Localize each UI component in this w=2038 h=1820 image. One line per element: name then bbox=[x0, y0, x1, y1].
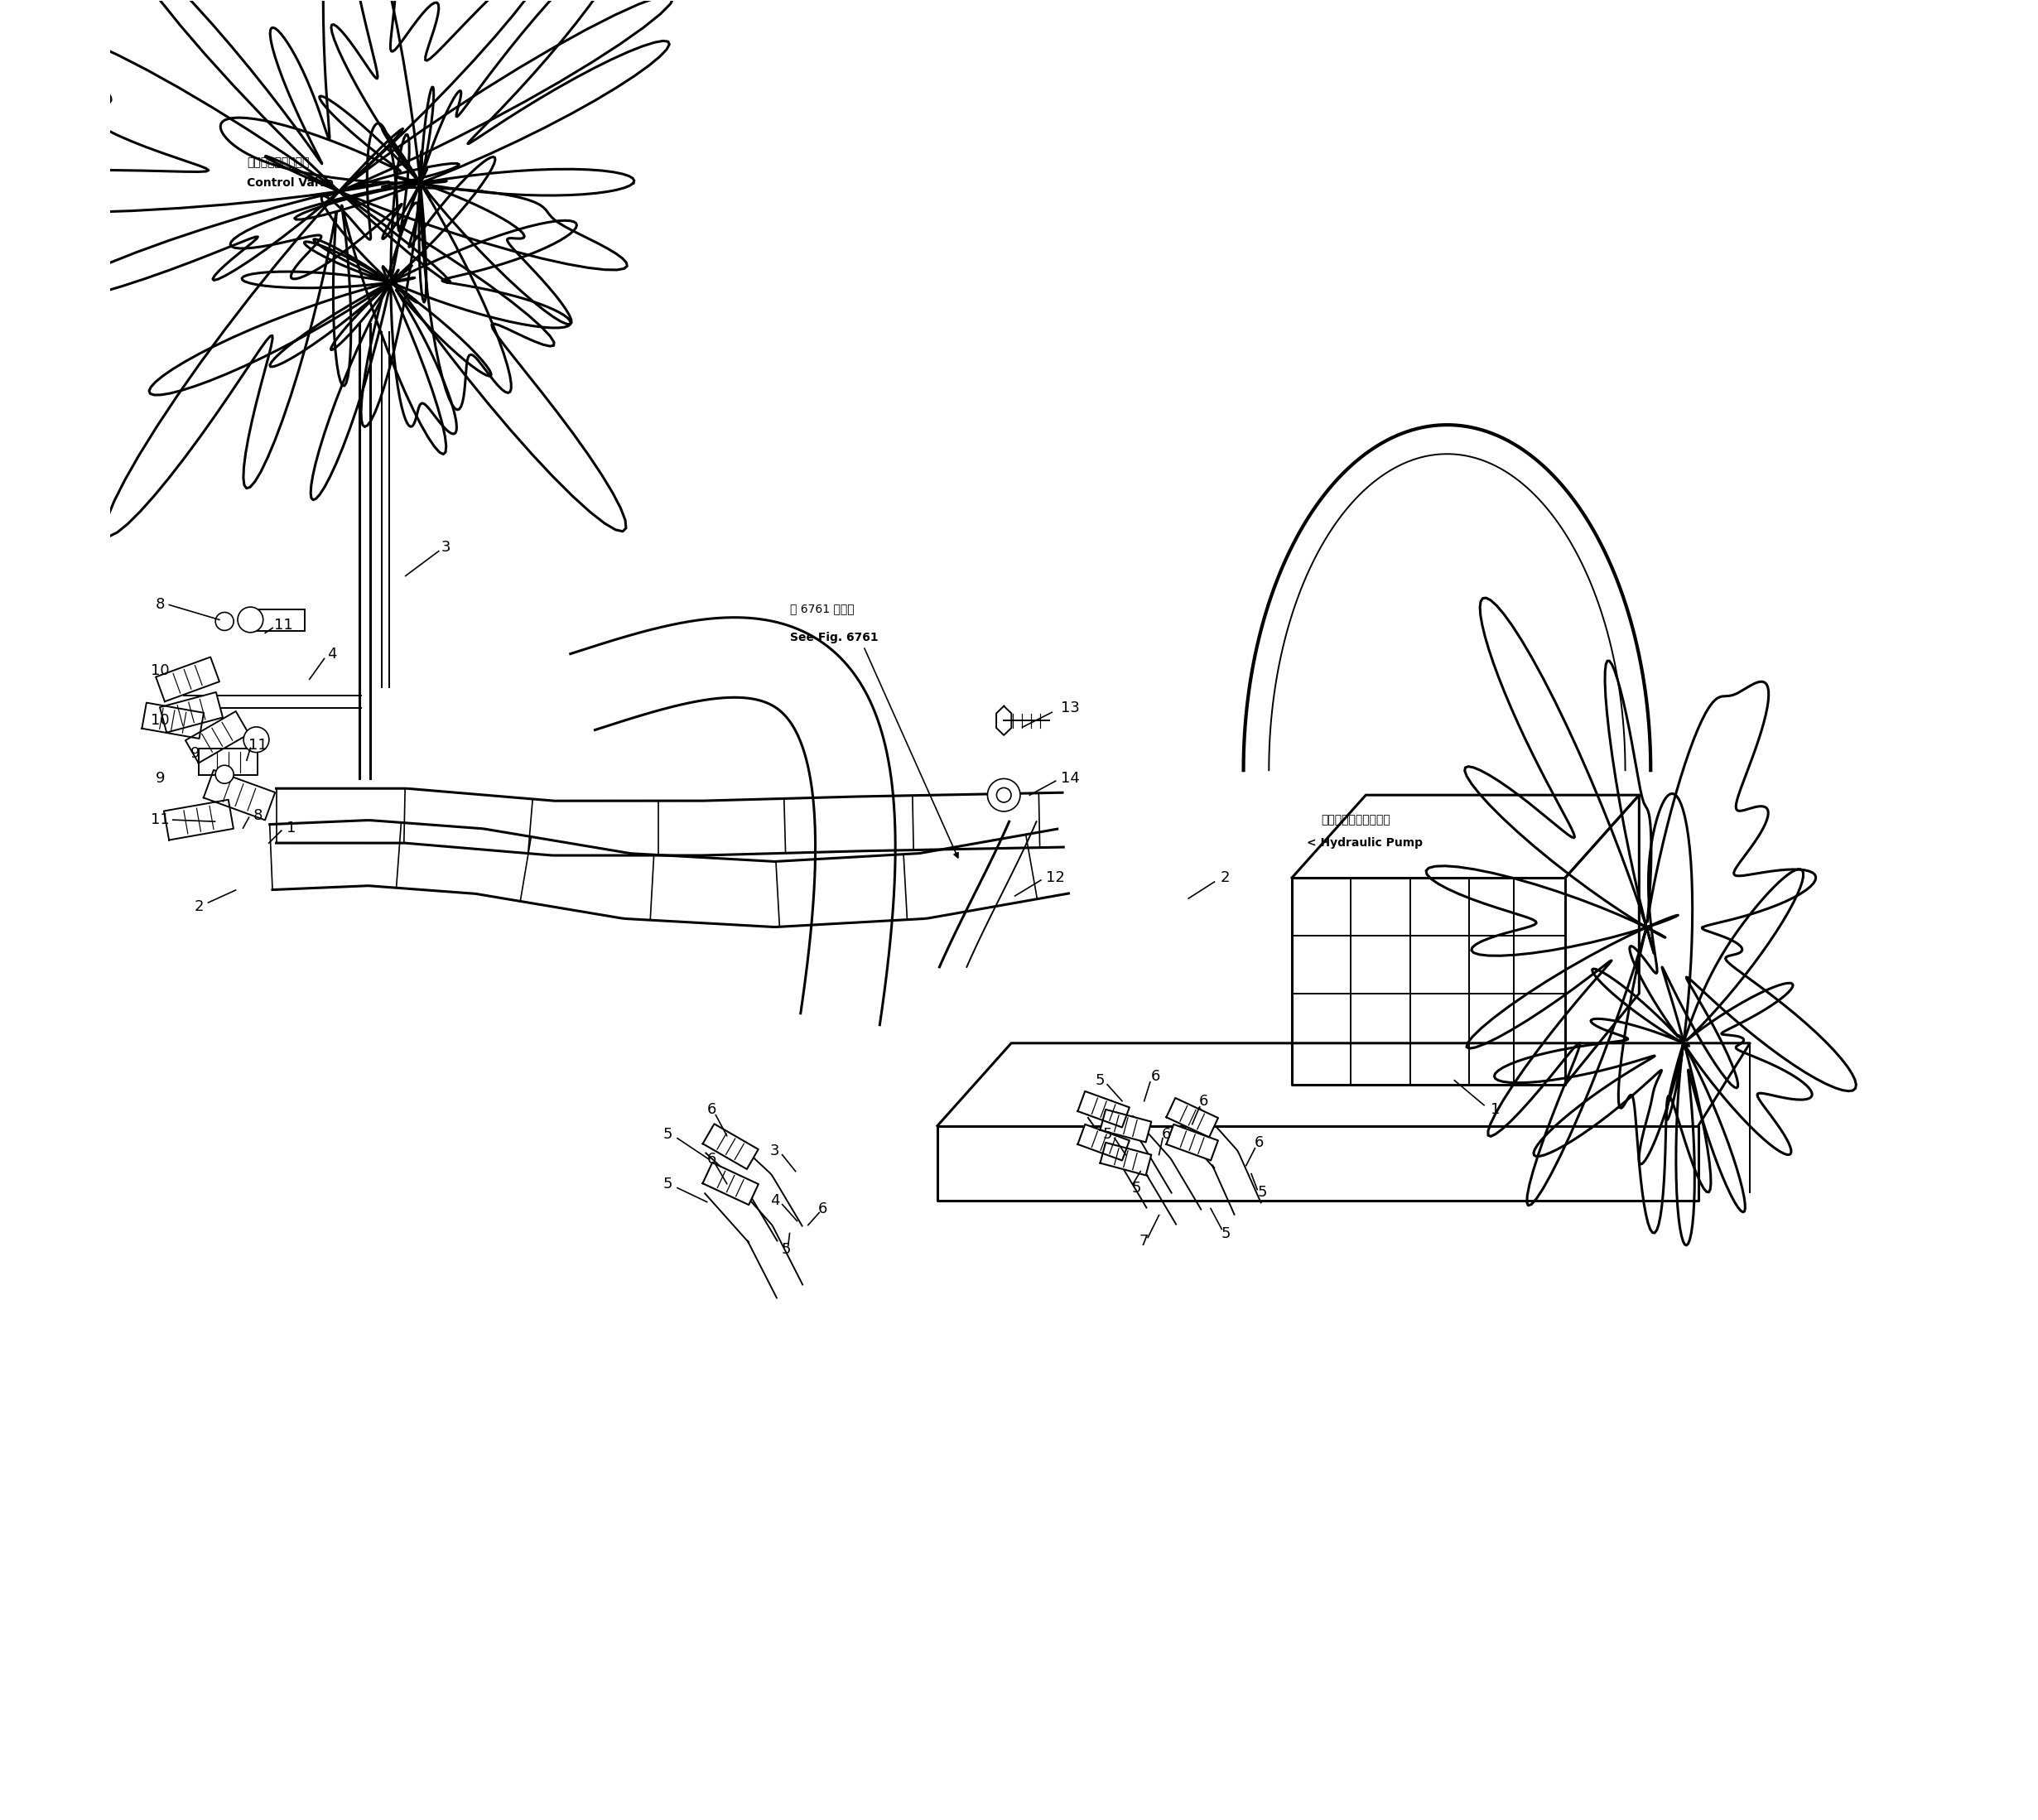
Text: 5: 5 bbox=[662, 1176, 673, 1190]
Text: 5: 5 bbox=[1131, 1181, 1141, 1196]
Polygon shape bbox=[185, 712, 249, 763]
Text: 7: 7 bbox=[1139, 1234, 1149, 1249]
Text: 14: 14 bbox=[1062, 772, 1080, 786]
Circle shape bbox=[216, 612, 234, 630]
Text: 第 6761 図参照: 第 6761 図参照 bbox=[789, 602, 854, 615]
Text: 2: 2 bbox=[194, 899, 204, 914]
Polygon shape bbox=[703, 1163, 758, 1205]
Text: 9: 9 bbox=[190, 746, 200, 761]
Text: 2: 2 bbox=[1221, 870, 1231, 885]
Text: < Hydraulic Pump: < Hydraulic Pump bbox=[1306, 837, 1423, 848]
Text: コントロールバルブ: コントロールバルブ bbox=[247, 157, 310, 167]
Polygon shape bbox=[163, 799, 234, 841]
Text: 6: 6 bbox=[1198, 1094, 1209, 1108]
Circle shape bbox=[988, 779, 1021, 812]
Circle shape bbox=[238, 608, 263, 633]
Circle shape bbox=[997, 788, 1011, 803]
Text: Control Valve: Control Valve bbox=[247, 177, 334, 189]
Text: 5: 5 bbox=[662, 1127, 673, 1141]
Polygon shape bbox=[703, 1125, 758, 1168]
Text: 6: 6 bbox=[1151, 1068, 1160, 1083]
Text: 5: 5 bbox=[781, 1243, 791, 1258]
Circle shape bbox=[216, 764, 234, 783]
Text: 5: 5 bbox=[1103, 1127, 1113, 1141]
Text: 1: 1 bbox=[1490, 1101, 1500, 1117]
Text: 6: 6 bbox=[707, 1152, 717, 1167]
Text: 4: 4 bbox=[326, 648, 336, 662]
Text: ハイドロリックポンプ: ハイドロリックポンプ bbox=[1321, 814, 1390, 826]
Polygon shape bbox=[1166, 1097, 1219, 1138]
Text: 5: 5 bbox=[1257, 1185, 1268, 1199]
Polygon shape bbox=[143, 703, 204, 739]
Polygon shape bbox=[1101, 1143, 1151, 1176]
Text: 4: 4 bbox=[770, 1192, 781, 1208]
Text: See Fig. 6761: See Fig. 6761 bbox=[789, 632, 878, 644]
Text: 11: 11 bbox=[151, 812, 169, 828]
Text: 10: 10 bbox=[151, 713, 169, 728]
Text: 8: 8 bbox=[155, 597, 165, 612]
Text: 6: 6 bbox=[707, 1101, 717, 1117]
Polygon shape bbox=[1078, 1125, 1129, 1161]
Text: 11: 11 bbox=[249, 737, 267, 753]
Bar bbox=[255, 610, 306, 632]
Text: 8: 8 bbox=[253, 808, 263, 823]
Text: 6: 6 bbox=[1162, 1127, 1172, 1141]
Polygon shape bbox=[200, 748, 257, 775]
Polygon shape bbox=[1101, 1110, 1151, 1143]
Polygon shape bbox=[204, 770, 275, 821]
Polygon shape bbox=[1078, 1092, 1129, 1127]
Text: 3: 3 bbox=[770, 1143, 781, 1158]
Text: 1: 1 bbox=[285, 821, 296, 835]
Text: 13: 13 bbox=[1062, 701, 1080, 715]
Circle shape bbox=[245, 726, 269, 752]
Text: 3: 3 bbox=[442, 539, 450, 555]
Text: 9: 9 bbox=[155, 772, 165, 786]
Polygon shape bbox=[159, 692, 222, 732]
Text: 6: 6 bbox=[817, 1201, 827, 1216]
Text: 12: 12 bbox=[1045, 870, 1066, 885]
Text: 11: 11 bbox=[275, 619, 293, 633]
Text: 5: 5 bbox=[1094, 1074, 1105, 1088]
Polygon shape bbox=[155, 657, 220, 701]
Text: 5: 5 bbox=[1221, 1227, 1231, 1241]
Text: 10: 10 bbox=[151, 664, 169, 679]
Polygon shape bbox=[1166, 1125, 1219, 1161]
Text: 6: 6 bbox=[1253, 1136, 1264, 1150]
